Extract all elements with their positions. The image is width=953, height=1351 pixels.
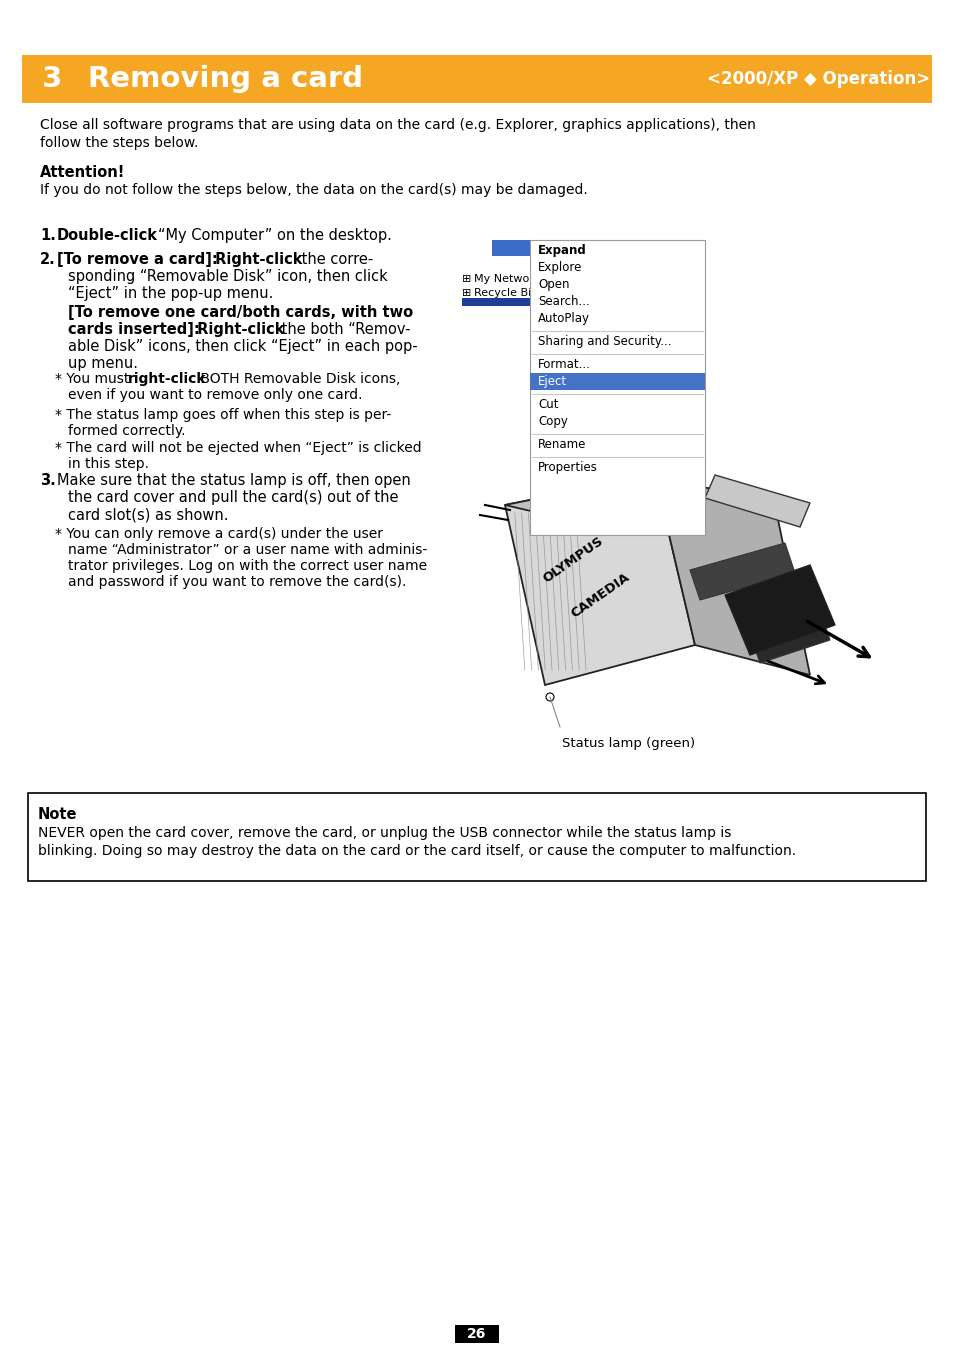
Text: in this step.: in this step. (68, 457, 149, 471)
Polygon shape (504, 476, 695, 685)
Text: Eject: Eject (537, 376, 566, 388)
Text: ⊞: ⊞ (461, 274, 471, 284)
Bar (28, 793, 925, 881)
Text: Format...: Format... (537, 358, 590, 372)
Bar (530, 240, 704, 535)
Text: * You must: * You must (55, 372, 133, 386)
Text: and password if you want to remove the card(s).: and password if you want to remove the c… (68, 576, 406, 589)
Text: BOTH Removable Disk icons,: BOTH Removable Disk icons, (195, 372, 400, 386)
Text: formed correctly.: formed correctly. (68, 424, 185, 438)
Text: Make sure that the status lamp is off, then open: Make sure that the status lamp is off, t… (57, 473, 411, 488)
Text: [To remove a card]:: [To remove a card]: (57, 253, 217, 267)
Bar (22, 55, 931, 103)
Text: 26: 26 (467, 1327, 486, 1342)
Bar (461, 299, 546, 305)
Text: Removable Disk (A:): Removable Disk (A:) (495, 255, 594, 266)
Text: the card cover and pull the card(s) out of the: the card cover and pull the card(s) out … (68, 490, 398, 505)
Polygon shape (689, 543, 794, 600)
Polygon shape (504, 476, 774, 534)
Text: Note: Note (38, 807, 77, 821)
Bar (492, 240, 621, 255)
Text: 2.: 2. (40, 253, 55, 267)
Text: Properties: Properties (537, 461, 598, 474)
Text: “Eject” in the pop-up menu.: “Eject” in the pop-up menu. (68, 286, 274, 301)
Text: Removing a card: Removing a card (88, 65, 363, 93)
Text: Right-click: Right-click (192, 322, 284, 336)
Text: Copy: Copy (537, 415, 567, 428)
Text: * The card will not be ejected when “Eject” is clicked: * The card will not be ejected when “Eje… (55, 440, 421, 455)
Text: right-click: right-click (128, 372, 206, 386)
Text: CAMEDIA: CAMEDIA (568, 570, 631, 620)
Text: * The status lamp goes off when this step is per-: * The status lamp goes off when this ste… (55, 408, 391, 422)
Text: Right-click: Right-click (210, 253, 302, 267)
Text: Double-click: Double-click (57, 228, 158, 243)
Text: If you do not follow the steps below, the data on the card(s) may be damaged.: If you do not follow the steps below, th… (40, 182, 587, 197)
Text: Search...: Search... (537, 295, 589, 308)
Polygon shape (744, 594, 829, 663)
Text: the both “Remov-: the both “Remov- (276, 322, 410, 336)
Text: Rename: Rename (537, 438, 586, 451)
Text: AutoPlay: AutoPlay (537, 312, 589, 326)
Bar (455, 1325, 498, 1343)
Text: <2000/XP ◆ Operation>: <2000/XP ◆ Operation> (706, 70, 929, 88)
Text: ⊞: ⊞ (461, 288, 471, 299)
Text: Cut: Cut (537, 399, 558, 411)
Text: sponding “Removable Disk” icon, then click: sponding “Removable Disk” icon, then cli… (68, 269, 387, 284)
Text: Sharing and Security...: Sharing and Security... (537, 335, 671, 349)
Text: Status lamp (green): Status lamp (green) (561, 738, 695, 750)
Text: [To remove one card/both cards, with two: [To remove one card/both cards, with two (68, 305, 413, 320)
Text: follow the steps below.: follow the steps below. (40, 136, 198, 150)
Text: “My Computer” on the desktop.: “My Computer” on the desktop. (158, 228, 392, 243)
Text: * You can only remove a card(s) under the user: * You can only remove a card(s) under th… (55, 527, 382, 540)
Polygon shape (724, 565, 834, 655)
Text: Expand: Expand (537, 245, 586, 257)
Text: OLYMPUS: OLYMPUS (539, 535, 605, 585)
Text: Close all software programs that are using data on the card (e.g. Explorer, grap: Close all software programs that are usi… (40, 118, 755, 132)
Text: able Disk” icons, then click “Eject” in each pop-: able Disk” icons, then click “Eject” in … (68, 339, 417, 354)
Text: Explore: Explore (537, 261, 581, 274)
Text: up menu.: up menu. (68, 357, 138, 372)
Text: trator privileges. Log on with the correct user name: trator privileges. Log on with the corre… (68, 559, 427, 573)
Text: card slot(s) as shown.: card slot(s) as shown. (68, 507, 229, 521)
Text: Recycle Bin: Recycle Bin (474, 288, 537, 299)
Text: Open: Open (537, 278, 569, 290)
Polygon shape (704, 476, 809, 527)
Text: name “Administrator” or a user name with adminis-: name “Administrator” or a user name with… (68, 543, 427, 557)
Polygon shape (655, 476, 809, 676)
Text: 3.: 3. (40, 473, 55, 488)
Text: cards inserted]:: cards inserted]: (68, 322, 199, 336)
Text: Attention!: Attention! (40, 165, 125, 180)
Text: even if you want to remove only one card.: even if you want to remove only one card… (68, 388, 362, 403)
Text: the corre-: the corre- (296, 253, 373, 267)
Text: NEVER open the card cover, remove the card, or unplug the USB connector while th: NEVER open the card cover, remove the ca… (38, 825, 731, 840)
Bar (530, 373, 704, 390)
Text: 1.: 1. (40, 228, 56, 243)
Text: My Network P...: My Network P... (474, 274, 559, 284)
Text: 3: 3 (42, 65, 62, 93)
Text: blinking. Doing so may destroy the data on the card or the card itself, or cause: blinking. Doing so may destroy the data … (38, 844, 796, 858)
